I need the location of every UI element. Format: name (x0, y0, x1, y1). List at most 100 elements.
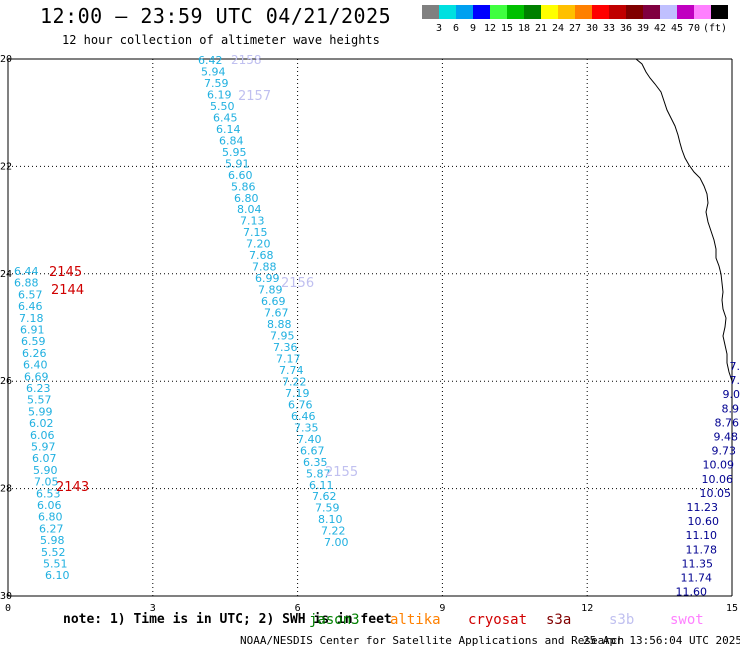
wave-height-value: 6.11 (309, 479, 334, 492)
wave-height-value: 7.36 (273, 341, 298, 354)
wave-height-value: 6.67 (300, 444, 325, 457)
x-tick-label: 9 (439, 603, 445, 614)
legend-tick-label: 39 (636, 23, 650, 34)
wave-height-value: 6.42 (198, 54, 223, 67)
wave-height-value: 8.04 (237, 203, 262, 216)
y-tick-label: 24 (0, 269, 12, 280)
wave-height-value: 5.91 (225, 157, 250, 170)
legend-swatch (677, 5, 694, 19)
legend-tick-label: 18 (517, 23, 531, 34)
legend-swatch (626, 5, 643, 19)
y-tick-label: 28 (0, 484, 12, 495)
track-east: 7.7.9.08.98.769.489.7310.0910.0610.0511.… (676, 360, 740, 599)
legend-tick-label: 45 (670, 23, 684, 34)
legend-swatch (456, 5, 473, 19)
wave-height-value: 7.88 (252, 261, 277, 274)
legend-tick-label: 30 (585, 23, 599, 34)
x-tick-label: 0 (5, 603, 11, 614)
x-tick-label: 12 (581, 603, 593, 614)
map-subtitle: 12 hour collection of altimeter wave hei… (62, 33, 380, 47)
satellite-name: s3b (609, 612, 635, 628)
wave-height-value: 6.91 (20, 324, 45, 337)
legend-swatch (609, 5, 626, 19)
wave-height-value: 8.76 (715, 416, 740, 429)
wave-height-value: 6.53 (36, 487, 61, 500)
pass-label: 2143 (56, 480, 89, 495)
satellite-name: swot (670, 612, 704, 628)
pass-labels: 2158 2157 2156 2155 2145 2144 2143 (49, 53, 358, 495)
wave-height-value: 6.46 (291, 410, 316, 423)
legend-tick-label: 24 (551, 23, 565, 34)
wave-height-value: 10.05 (700, 487, 732, 500)
legend-swatch (575, 5, 592, 19)
latitude-ticks: 20 22 24 26 28 30 (0, 54, 12, 602)
wave-height-value: 7.35 (294, 421, 319, 434)
wave-height-value: 6.60 (228, 169, 253, 182)
legend-tick-label: 42 (653, 23, 667, 34)
track-west: 6.446.886.576.467.186.916.596.266.406.69… (14, 265, 70, 582)
legend-tick-label: 27 (568, 23, 582, 34)
legend-tick-label: 15 (500, 23, 514, 34)
footer-credit: NOAA/NESDIS Center for Satellite Applica… (240, 634, 625, 647)
wave-height-value: 11.10 (686, 529, 718, 542)
wave-height-value: 11.74 (681, 572, 713, 585)
wave-height-value: 11.78 (686, 543, 718, 556)
legend-swatch (524, 5, 541, 19)
wave-height-value: 6.80 (38, 511, 63, 524)
legend-swatch (541, 5, 558, 19)
legend-tick-label: 9 (469, 23, 477, 34)
legend-swatch (711, 5, 728, 19)
wave-height-value: 7.20 (246, 238, 271, 251)
wave-height-value: 7.13 (240, 215, 265, 228)
pass-label: 2156 (281, 276, 314, 291)
wave-height-value: 6.45 (213, 111, 238, 124)
wave-height-value: 7.59 (315, 502, 340, 515)
wave-height-value: 7.22 (282, 375, 307, 388)
wave-height-value: 11.23 (687, 501, 719, 514)
wave-height-value: 5.51 (43, 558, 68, 571)
y-tick-label: 22 (0, 161, 12, 172)
wave-height-value: 7. (730, 374, 740, 387)
wave-height-value: 6.06 (37, 499, 62, 512)
wave-height-value: 6.07 (32, 452, 57, 465)
legend-swatch (694, 5, 711, 19)
wave-height-value: 6.23 (26, 382, 51, 395)
legend-tick-label: 21 (534, 23, 548, 34)
wave-height-value: 11.35 (682, 557, 714, 570)
satellite-name: cryosat (468, 612, 528, 628)
legend-tick-label: 3 (435, 23, 443, 34)
map-title: 12:00 — 23:59 UTC 04/21/2025 (40, 4, 392, 28)
pass-label: 2155 (325, 465, 358, 480)
wave-height-value: 5.87 (306, 467, 331, 480)
wave-height-value: 6.57 (18, 288, 43, 301)
wave-height-value: 7.17 (276, 352, 301, 365)
wave-height-value: 5.86 (231, 180, 256, 193)
wave-height-value: 6.10 (45, 569, 70, 582)
wave-height-value: 5.52 (41, 546, 66, 559)
wave-height-value: 7.18 (19, 312, 44, 325)
wave-height-value: 6.19 (207, 88, 232, 101)
coastline (635, 58, 733, 382)
wave-height-value: 9.48 (714, 431, 739, 444)
legend-tick-label: 6 (452, 23, 460, 34)
legend-tick-label: 36 (619, 23, 633, 34)
pass-label: 2144 (51, 283, 84, 298)
wave-height-value: 7.67 (264, 307, 289, 320)
legend-swatch (660, 5, 677, 19)
wave-height-value: 6.76 (288, 398, 313, 411)
legend-swatch (592, 5, 609, 19)
wave-height-value: 6.40 (23, 359, 48, 372)
wave-height-value: 10.09 (703, 459, 735, 472)
footer-timestamp: 25 Apr 13:56:04 UTC 2025 (583, 634, 740, 647)
legend-swatch (558, 5, 575, 19)
legend-tick-label: 33 (602, 23, 616, 34)
wave-height-value: 5.57 (27, 394, 52, 407)
satellite-name: jason3 (309, 612, 360, 628)
legend-swatch (507, 5, 524, 19)
wave-height-value: 7.22 (321, 525, 346, 538)
wave-height-value: 5.99 (28, 405, 53, 418)
legend-swatch (439, 5, 456, 19)
wave-height-value: 5.50 (210, 100, 235, 113)
wave-height-value: 7.89 (258, 284, 283, 297)
